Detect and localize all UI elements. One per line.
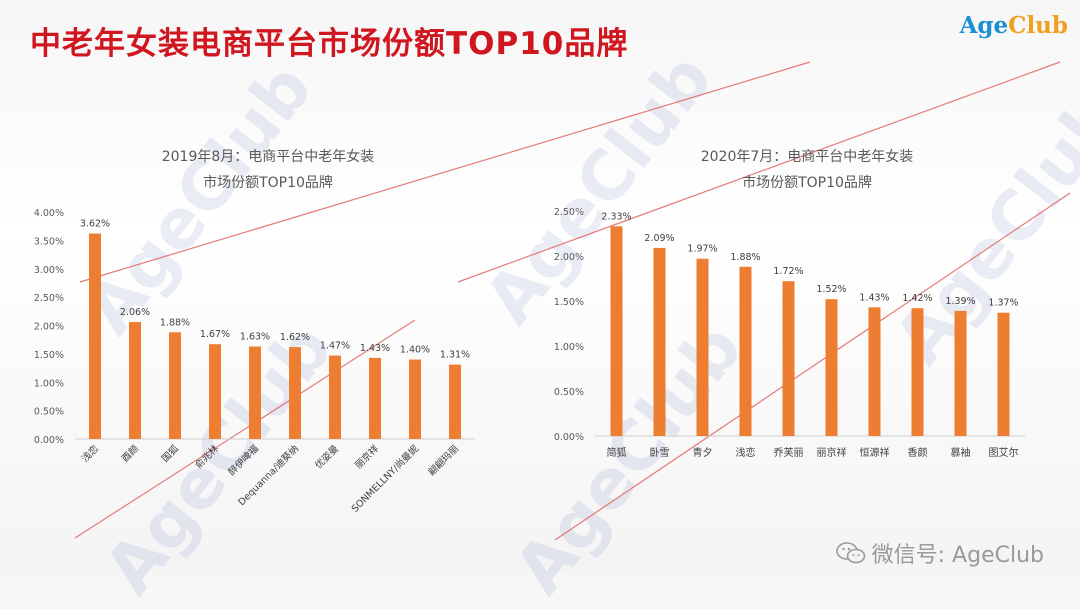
chart-subtitle: 市场份额TOP10品牌 (742, 174, 872, 191)
bar (169, 332, 181, 439)
bar (449, 364, 461, 439)
x-tick-label: 丽京祥 (817, 446, 847, 459)
bar (209, 344, 221, 439)
x-tick-label: 青夕 (693, 446, 713, 459)
bar (782, 281, 795, 436)
bar-value-label: 1.43% (360, 343, 390, 354)
x-tick-label: 酉颜 (119, 442, 141, 464)
x-tick-label: SONMELLNY/尚曼妮 (349, 442, 421, 514)
y-tick-label: 2.00% (34, 322, 64, 333)
chart-subtitle: 市场份额TOP10品牌 (203, 174, 333, 191)
x-tick-label: 翩翩玛丽 (426, 443, 461, 478)
x-tick-label: 乔芙丽 (774, 446, 804, 459)
bar-value-label: 2.33% (601, 211, 631, 222)
chart-title: 2020年7月：电商平台中老年女装 (701, 148, 914, 165)
bar (129, 322, 141, 439)
y-tick-label: 1.50% (34, 350, 64, 361)
chart-title: 2019年8月：电商平台中老年女装 (162, 148, 375, 165)
decorative-diagonal-line (79, 61, 811, 283)
x-tick-label: 丽京祥 (352, 442, 381, 471)
decorative-diagonal-line (554, 192, 1071, 541)
y-tick-label: 0.50% (554, 387, 584, 398)
y-tick-label: 3.50% (34, 236, 64, 247)
logo-text-club: Club (1008, 12, 1068, 39)
x-tick-label: 香颜 (908, 446, 928, 459)
logo-text-age: Age (959, 12, 1009, 39)
bar (653, 247, 666, 436)
decorative-diagonal-line (74, 319, 416, 539)
bar (89, 233, 101, 439)
bar-value-label: 1.31% (440, 350, 470, 361)
bar-value-label: 1.42% (902, 293, 932, 304)
y-tick-label: 1.00% (554, 342, 584, 353)
bar (911, 308, 924, 436)
y-tick-label: 3.00% (34, 265, 64, 276)
y-tick-label: 2.50% (34, 293, 64, 304)
bar (610, 226, 623, 436)
bar-value-label: 2.09% (644, 233, 674, 244)
bar-value-label: 1.72% (773, 266, 803, 277)
x-tick-label: 简狐 (607, 446, 627, 459)
y-tick-label: 4.00% (34, 208, 64, 219)
y-tick-label: 2.50% (554, 207, 584, 218)
y-tick-label: 1.50% (554, 297, 584, 308)
x-tick-label: 优姿曼 (312, 442, 341, 471)
bar-value-label: 1.47% (320, 341, 350, 352)
page-title: 中老年女装电商平台市场份额TOP10品牌 (30, 26, 629, 62)
x-tick-label: 恒源祥 (860, 446, 890, 459)
bar-value-label: 1.67% (200, 329, 230, 340)
bar (249, 346, 261, 439)
bar-value-label: 1.39% (945, 296, 975, 307)
y-tick-label: 0.00% (554, 432, 584, 443)
bar-value-label: 1.52% (816, 284, 846, 295)
bar (329, 355, 341, 439)
bar-value-label: 3.62% (80, 219, 110, 230)
x-tick-label: 慕袖 (951, 446, 971, 459)
bar-value-label: 1.37% (988, 298, 1018, 309)
x-tick-label: 醉伊啤福 (226, 443, 261, 478)
bar-value-label: 2.06% (120, 307, 150, 318)
bar (289, 347, 301, 439)
x-tick-label: 国狐 (159, 442, 181, 464)
bar-value-label: 1.40% (400, 345, 430, 356)
bar-value-label: 1.62% (280, 332, 310, 343)
x-tick-label: 浅恋 (736, 446, 756, 459)
bar-value-label: 1.97% (687, 244, 717, 255)
decorative-diagonal-line (457, 61, 1061, 283)
charts-canvas: 2019年8月：电商平台中老年女装市场份额TOP10品牌0.00%0.50%1.… (34, 61, 1071, 541)
wechat-id: 微信号: AgeClub (835, 537, 1044, 569)
y-tick-label: 0.50% (34, 407, 64, 418)
y-tick-label: 2.00% (554, 252, 584, 263)
bar (825, 299, 838, 436)
x-tick-label: 浅恋 (79, 443, 101, 465)
ageclub-logo: AgeClub (960, 12, 1068, 39)
bar-value-label: 1.63% (240, 331, 270, 342)
x-tick-label: 图艾尔 (989, 446, 1019, 459)
y-tick-label: 1.00% (34, 378, 64, 389)
y-tick-label: 0.00% (34, 435, 64, 446)
bar-value-label: 1.43% (859, 292, 889, 303)
bar (997, 312, 1010, 436)
bar-value-label: 1.88% (730, 252, 760, 263)
wechat-icon (835, 542, 865, 564)
bar (409, 359, 421, 439)
x-tick-label: 卧雪 (650, 446, 670, 459)
bar (696, 258, 709, 436)
bar (739, 266, 752, 436)
bar-value-label: 1.88% (160, 317, 190, 328)
wechat-label: 微信号: AgeClub (871, 543, 1044, 568)
bar (868, 307, 881, 436)
bar (369, 357, 381, 439)
bar (954, 310, 967, 436)
